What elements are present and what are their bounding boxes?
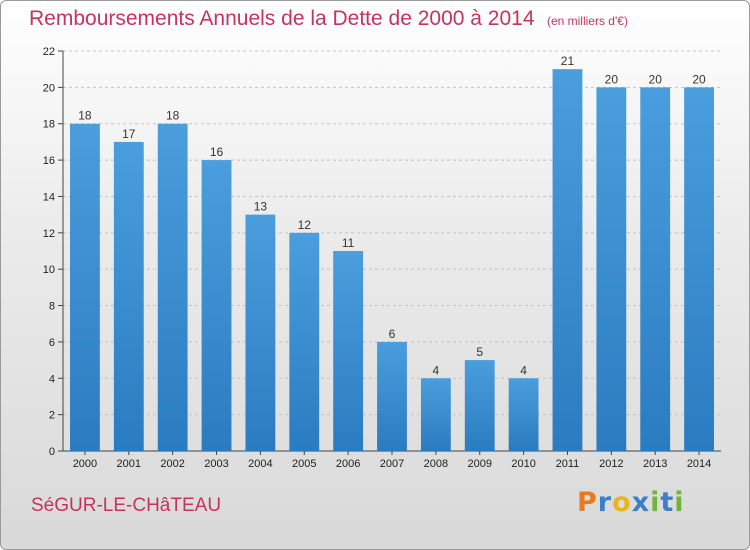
y-tick-label: 10	[43, 264, 55, 276]
y-tick-label: 0	[49, 446, 55, 458]
bar-value-label: 20	[649, 72, 663, 86]
y-tick-label: 18	[43, 119, 55, 131]
bar	[113, 141, 144, 451]
bar	[420, 378, 451, 451]
x-tick-label: 2009	[467, 458, 491, 470]
chart-title: Remboursements Annuels de la Dette de 20…	[29, 7, 535, 30]
logo-letter: i	[650, 487, 661, 518]
bar-value-label: 20	[692, 72, 706, 86]
bar-value-label: 18	[78, 109, 92, 123]
bar-value-label: 11	[342, 236, 355, 250]
x-tick-label: 2008	[424, 458, 448, 470]
bar-value-label: 5	[476, 345, 483, 359]
bar	[245, 214, 276, 451]
y-tick-label: 14	[43, 191, 55, 203]
x-tick-label: 2001	[117, 458, 141, 470]
proxiti-logo[interactable]: Proxiti	[577, 487, 685, 518]
y-tick-label: 6	[49, 337, 55, 349]
bar	[552, 69, 583, 451]
y-tick-label: 20	[43, 82, 55, 94]
bar-value-label: 13	[254, 200, 268, 214]
bar-value-label: 18	[166, 109, 180, 123]
bar	[596, 87, 627, 451]
title-row: Remboursements Annuels de la Dette de 20…	[29, 7, 628, 31]
bar-value-label: 21	[561, 54, 575, 68]
logo-letter: o	[612, 487, 632, 518]
x-tick-label: 2014	[687, 458, 711, 470]
logo-letter: i	[674, 487, 685, 518]
x-tick-label: 2004	[248, 458, 272, 470]
y-tick-label: 8	[49, 301, 55, 313]
x-tick-label: 2003	[204, 458, 228, 470]
y-tick-label: 16	[43, 155, 55, 167]
bar	[508, 378, 539, 451]
y-tick-label: 2	[49, 410, 55, 422]
bar	[377, 341, 407, 451]
logo-letter: t	[660, 487, 675, 518]
bar	[684, 87, 714, 451]
x-tick-label: 2011	[556, 458, 580, 470]
y-tick-label: 22	[43, 46, 55, 58]
bar-value-label: 16	[210, 145, 224, 159]
bar	[464, 360, 495, 451]
chart-unit: (en milliers d'€)	[546, 14, 628, 28]
labels: 0 2 4 6 8 10 12 14 16 18 20 22 18 2000 17 2001 18 2002 16 2…	[43, 46, 712, 470]
y-tick-label: 4	[49, 373, 55, 385]
bar-value-label: 17	[122, 127, 136, 141]
bar	[157, 123, 188, 452]
x-tick-label: 2000	[73, 458, 97, 470]
bar	[289, 232, 320, 451]
bar	[70, 123, 100, 452]
x-tick-label: 2005	[292, 458, 316, 470]
x-tick-label: 2007	[380, 458, 404, 470]
bar-value-label: 4	[433, 363, 440, 377]
x-tick-label: 2006	[336, 458, 360, 470]
logo-letter: r	[597, 487, 613, 518]
bar-value-label: 6	[389, 327, 396, 341]
bars	[70, 69, 714, 452]
logo-letter: x	[631, 487, 651, 518]
bar-value-label: 20	[605, 72, 619, 86]
y-tick-label: 12	[43, 228, 55, 240]
x-tick-label: 2010	[511, 458, 535, 470]
x-tick-label: 2012	[599, 458, 623, 470]
bar-value-label: 4	[520, 363, 527, 377]
bar	[201, 160, 232, 451]
logo-letter: P	[577, 487, 598, 518]
commune-name: SéGUR-LE-CHâTEAU	[31, 495, 222, 516]
bar-value-label: 12	[298, 218, 312, 232]
x-tick-label: 2002	[160, 458, 184, 470]
bar	[333, 251, 364, 451]
x-tick-label: 2013	[643, 458, 667, 470]
bar	[640, 87, 671, 451]
